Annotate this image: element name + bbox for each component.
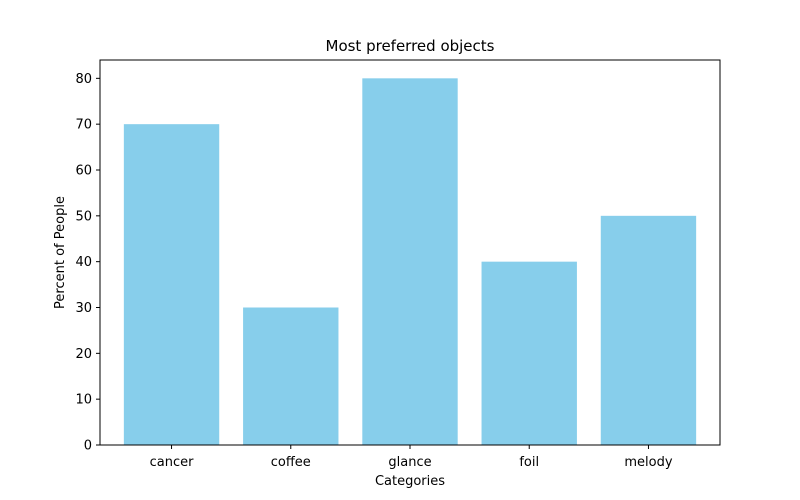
chart-title: Most preferred objects — [326, 37, 495, 55]
y-axis-label: Percent of People — [53, 196, 68, 309]
y-tick-label: 60 — [75, 164, 92, 179]
y-tick-label: 10 — [75, 393, 92, 408]
y-tick-label: 0 — [84, 439, 92, 454]
bar-glance — [362, 78, 458, 445]
y-tick-label: 50 — [75, 209, 92, 224]
bar-cancer — [123, 124, 220, 446]
bar-coffee — [243, 307, 339, 445]
y-axis-ticks: 0 10 20 30 40 50 60 70 80 — [75, 72, 100, 454]
x-tick-label: glance — [388, 455, 431, 470]
x-axis-label: Categories — [375, 474, 445, 489]
x-axis-ticks: cancer coffee glance foil melody — [150, 445, 673, 470]
y-tick-label: 80 — [75, 72, 92, 87]
y-tick-label: 20 — [75, 347, 92, 362]
plot-area-frame — [99, 59, 721, 446]
y-tick-label: 40 — [75, 255, 92, 270]
x-tick-label: foil — [519, 455, 539, 470]
x-tick-label: coffee — [271, 455, 311, 470]
y-tick-label: 30 — [75, 301, 92, 316]
x-tick-label: cancer — [150, 455, 194, 470]
y-tick-label: 70 — [75, 118, 92, 133]
bar-foil — [481, 261, 577, 445]
x-tick-label: melody — [624, 455, 672, 470]
bar-melody — [600, 215, 697, 445]
bars-group — [123, 78, 697, 446]
